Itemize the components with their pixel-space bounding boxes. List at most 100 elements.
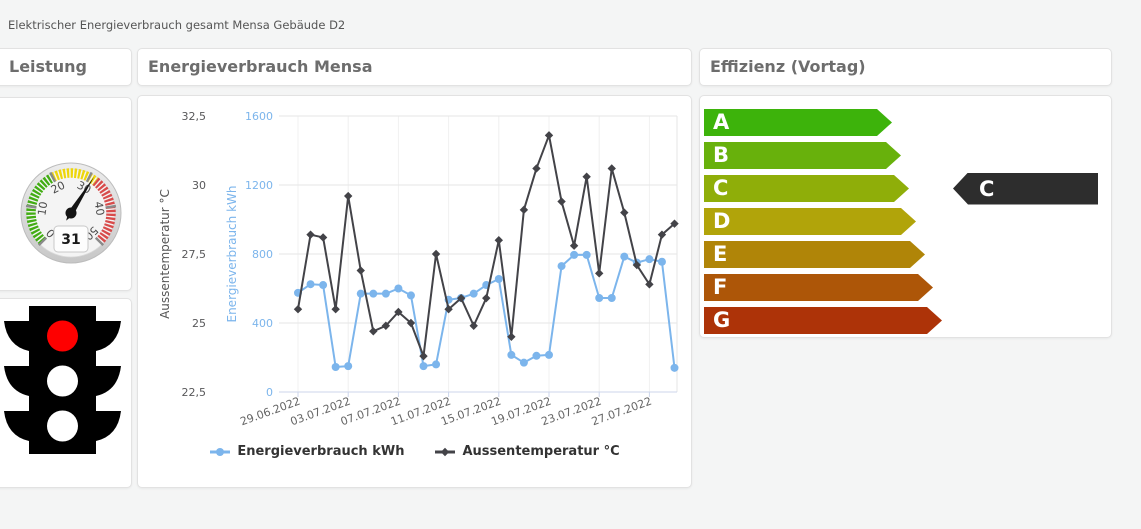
data-point xyxy=(620,208,629,217)
data-point xyxy=(532,351,541,360)
data-point xyxy=(306,230,315,239)
data-point xyxy=(331,362,340,371)
traffic-light-visor-right xyxy=(96,321,121,351)
legend-label: Aussentemperatur °C xyxy=(462,444,620,459)
data-point xyxy=(482,293,491,303)
efficiency-class-g: G xyxy=(704,307,942,334)
data-point xyxy=(645,280,654,289)
gauge-zone xyxy=(50,168,99,186)
data-point xyxy=(532,164,541,173)
gauge-panel: 0 10 20 30 40 50 31 xyxy=(0,97,132,291)
efficiency-class-a: A xyxy=(704,109,892,136)
data-point xyxy=(607,164,616,173)
gauge-major-tick xyxy=(25,204,37,209)
panel-header-energieverbrauch-label: Energieverbrauch Mensa xyxy=(148,57,373,76)
traffic-light-visor-left xyxy=(4,321,29,351)
data-point xyxy=(582,172,591,181)
efficiency-indicator-label: C xyxy=(979,176,995,201)
panel-header-effizienz-label: Effizienz (Vortag) xyxy=(710,57,866,76)
kwh-axis-tick-label: 1600 xyxy=(245,110,273,123)
data-point xyxy=(369,289,378,298)
data-point xyxy=(670,219,679,228)
traffic-light-visor-right xyxy=(96,366,121,396)
data-point xyxy=(293,305,303,314)
data-point xyxy=(369,327,378,336)
temp-axis-tick-label: 32,5 xyxy=(182,110,207,123)
data-point xyxy=(657,230,667,239)
data-point xyxy=(394,284,403,293)
data-point xyxy=(494,236,503,245)
efficiency-indicator: C xyxy=(953,172,1098,205)
traffic-light-lamp-middle xyxy=(47,365,78,397)
data-point xyxy=(444,305,453,314)
gauge-tick-label: 10 xyxy=(35,201,50,217)
data-point xyxy=(595,293,604,302)
data-point xyxy=(544,131,554,140)
data-point xyxy=(557,262,566,271)
efficiency-class-d: D xyxy=(704,208,916,235)
data-point xyxy=(569,241,579,250)
gauge-major-tick xyxy=(105,204,117,209)
series-line-kwh xyxy=(297,253,676,368)
gauge-major-tick xyxy=(37,236,48,247)
kwh-axis-tick-label: 400 xyxy=(252,317,273,330)
efficiency-class-c: C xyxy=(704,175,909,202)
data-point xyxy=(419,351,428,361)
data-point xyxy=(670,363,679,372)
legend-item[interactable]: Energieverbrauch kWh xyxy=(209,444,404,459)
page-title: Elektrischer Energieverbrauch gesamt Men… xyxy=(8,18,346,32)
gauge-tick-label: 40 xyxy=(92,201,107,217)
data-point xyxy=(469,289,478,298)
data-point xyxy=(645,255,654,264)
temp-axis-tick-label: 22,5 xyxy=(182,386,207,399)
data-point xyxy=(632,260,642,270)
data-point xyxy=(394,307,403,317)
temp-axis-tick-label: 25 xyxy=(192,317,206,330)
data-point xyxy=(356,289,365,298)
traffic-light-visor-left xyxy=(4,411,29,441)
gauge-major-tick xyxy=(94,236,105,247)
efficiency-class-f: F xyxy=(704,274,933,301)
data-point xyxy=(381,289,390,298)
data-point xyxy=(318,233,328,242)
gauge-value-box xyxy=(53,225,89,253)
data-point xyxy=(406,291,415,300)
gauge-hub xyxy=(65,207,77,219)
gauge-tick-label: 20 xyxy=(49,179,67,197)
data-point xyxy=(620,252,629,261)
data-point xyxy=(557,197,566,206)
data-point xyxy=(306,280,315,289)
traffic-light xyxy=(4,306,121,454)
data-point xyxy=(469,321,478,330)
gauge-tick-label: 30 xyxy=(75,179,93,197)
data-point xyxy=(344,191,353,201)
data-point xyxy=(406,318,416,328)
legend-marker-diamond-icon xyxy=(435,447,456,456)
data-point xyxy=(519,205,529,215)
chart-legend: Energieverbrauch kWh Aussentemperatur °C xyxy=(138,444,691,459)
data-point xyxy=(595,269,604,278)
temp-axis-tick-label: 27,5 xyxy=(182,248,207,261)
data-point xyxy=(507,350,516,359)
panel-header-effizienz: Effizienz (Vortag) xyxy=(699,48,1112,86)
kwh-axis-tick-label: 1200 xyxy=(245,179,273,192)
data-point xyxy=(419,362,428,371)
data-point xyxy=(344,362,353,371)
panel-header-leistung: Leistung xyxy=(0,48,132,86)
legend-item[interactable]: Aussentemperatur °C xyxy=(434,444,620,459)
data-point xyxy=(545,350,553,359)
gauge-major-tick xyxy=(85,171,93,183)
data-point xyxy=(519,358,528,367)
traffic-light-panel xyxy=(0,298,132,488)
legend-marker-circle-icon xyxy=(210,447,231,456)
temp-axis-tick-label: 30 xyxy=(192,179,206,192)
panel-header-leistung-label: Leistung xyxy=(9,57,87,76)
kwh-axis-tick-label: 800 xyxy=(252,248,273,261)
data-point xyxy=(431,249,441,259)
data-point xyxy=(657,257,666,266)
data-point xyxy=(494,275,503,284)
